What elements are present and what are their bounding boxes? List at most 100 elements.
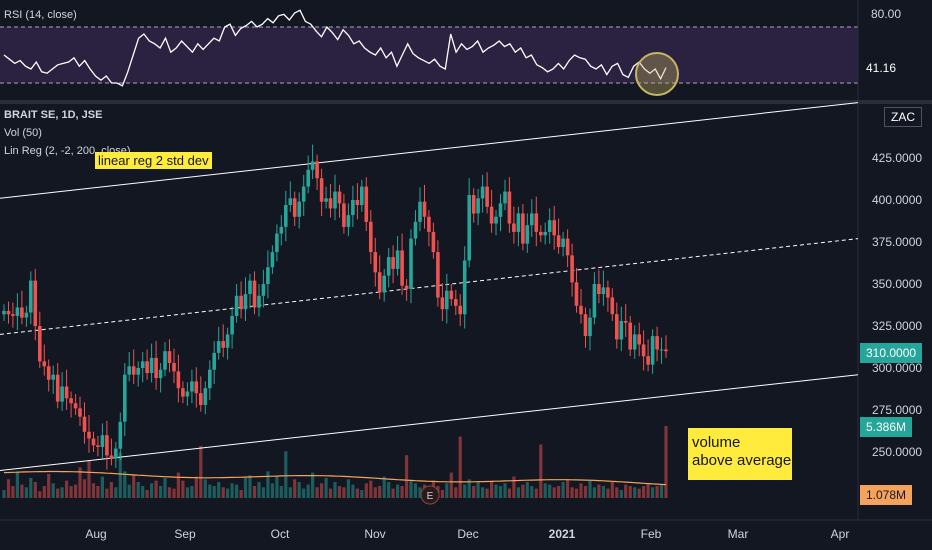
volume-bar — [498, 486, 503, 498]
candle-body — [203, 388, 208, 405]
candle-body — [476, 198, 480, 214]
candle-body — [342, 203, 346, 227]
candle-body — [570, 255, 574, 283]
candle-body — [579, 305, 583, 315]
symbol-legend[interactable]: BRAIT SE, 1D, JSE — [4, 109, 103, 121]
volume-bar — [543, 483, 547, 498]
candle-body — [20, 307, 24, 318]
volume-bar — [534, 488, 538, 498]
candle-body — [234, 295, 239, 316]
candle-body — [516, 213, 521, 232]
volume-bar — [494, 484, 498, 498]
candle-body — [409, 238, 413, 289]
volume-bar — [203, 479, 207, 498]
volume-bar — [270, 483, 274, 498]
rsi-line — [3, 9, 667, 87]
volume-average-line — [3, 470, 667, 486]
candle-body — [42, 361, 47, 367]
candle-body — [194, 381, 199, 394]
volume-bar — [42, 486, 46, 498]
candle-body — [6, 310, 11, 315]
volume-bar — [449, 472, 453, 498]
candle-body — [592, 284, 597, 318]
candle-body — [597, 284, 601, 295]
candle-body — [391, 257, 395, 269]
volume-bar — [105, 488, 109, 498]
linreg-note[interactable]: linear reg 2 std dev — [95, 152, 212, 169]
candle-body — [252, 280, 257, 308]
volume-bar — [405, 455, 409, 498]
volume-bar — [633, 487, 637, 498]
volume-bar — [324, 477, 328, 498]
candle-body — [503, 191, 507, 204]
candle-body — [489, 206, 494, 224]
volume-bar — [588, 480, 592, 498]
rsi-legend[interactable]: RSI (14, close) — [4, 9, 77, 21]
volume-bar — [118, 452, 122, 498]
volume-bar — [159, 486, 163, 498]
volume-bar — [387, 482, 391, 498]
candle-body — [212, 352, 216, 370]
candle-body — [292, 198, 297, 217]
volume-bar — [47, 473, 51, 498]
candle-body — [646, 356, 650, 365]
volume-note[interactable]: volume above average — [688, 428, 792, 480]
candle-body — [55, 374, 60, 402]
candle-body — [382, 275, 386, 293]
time-axis-tick: Oct — [271, 527, 290, 541]
candle-body — [172, 363, 176, 372]
candle-body — [641, 344, 646, 357]
currency-badge[interactable]: ZAC — [884, 107, 922, 127]
volume-bar — [284, 451, 288, 498]
volume-bar — [172, 488, 176, 498]
volume-bar — [337, 486, 342, 498]
candle-body — [458, 305, 462, 315]
candle-body — [46, 366, 51, 380]
volume-bar — [615, 487, 619, 498]
candle-body — [328, 198, 333, 209]
candle-body — [664, 349, 668, 352]
volume-bar — [440, 490, 444, 498]
candle-body — [386, 257, 391, 276]
price-axis-tick: 275.0000 — [872, 403, 922, 417]
candle-body — [547, 220, 552, 232]
candle-body — [87, 431, 91, 439]
vol-legend[interactable]: Vol (50) — [4, 127, 42, 139]
volume-bar — [167, 487, 172, 498]
volume-bar — [279, 486, 283, 498]
volume-bar — [561, 482, 565, 498]
volume-bar — [642, 486, 646, 498]
candle-body — [38, 326, 42, 362]
volume-bar — [445, 483, 449, 498]
candle-body — [73, 403, 78, 409]
candle-body — [628, 322, 632, 350]
candle-body — [601, 287, 606, 295]
candle-body — [284, 205, 288, 227]
earnings-marker[interactable] — [420, 485, 440, 505]
candle-body — [337, 191, 342, 204]
volume-bar — [145, 490, 149, 498]
volume-bar — [476, 482, 480, 498]
volume-bar — [217, 482, 221, 498]
candle-body — [655, 336, 659, 350]
volume-bar — [136, 482, 140, 498]
candle-body — [561, 238, 565, 247]
candle-body — [556, 235, 561, 248]
candle-body — [440, 297, 445, 310]
candle-body — [659, 349, 664, 351]
volume-bar — [91, 483, 96, 498]
volume-bar — [100, 476, 104, 498]
candle-body — [24, 312, 29, 318]
candle-body — [208, 369, 212, 389]
volume-bar — [302, 488, 306, 498]
candle-body — [494, 216, 498, 224]
candle-body — [163, 351, 167, 370]
volume-bar — [257, 482, 261, 498]
volume-bar — [252, 486, 257, 498]
volume-bar — [87, 460, 91, 498]
candle-body — [105, 435, 109, 456]
volume-bar — [51, 483, 55, 498]
volume-bar — [96, 486, 100, 498]
time-axis-tick: Mar — [728, 527, 749, 541]
